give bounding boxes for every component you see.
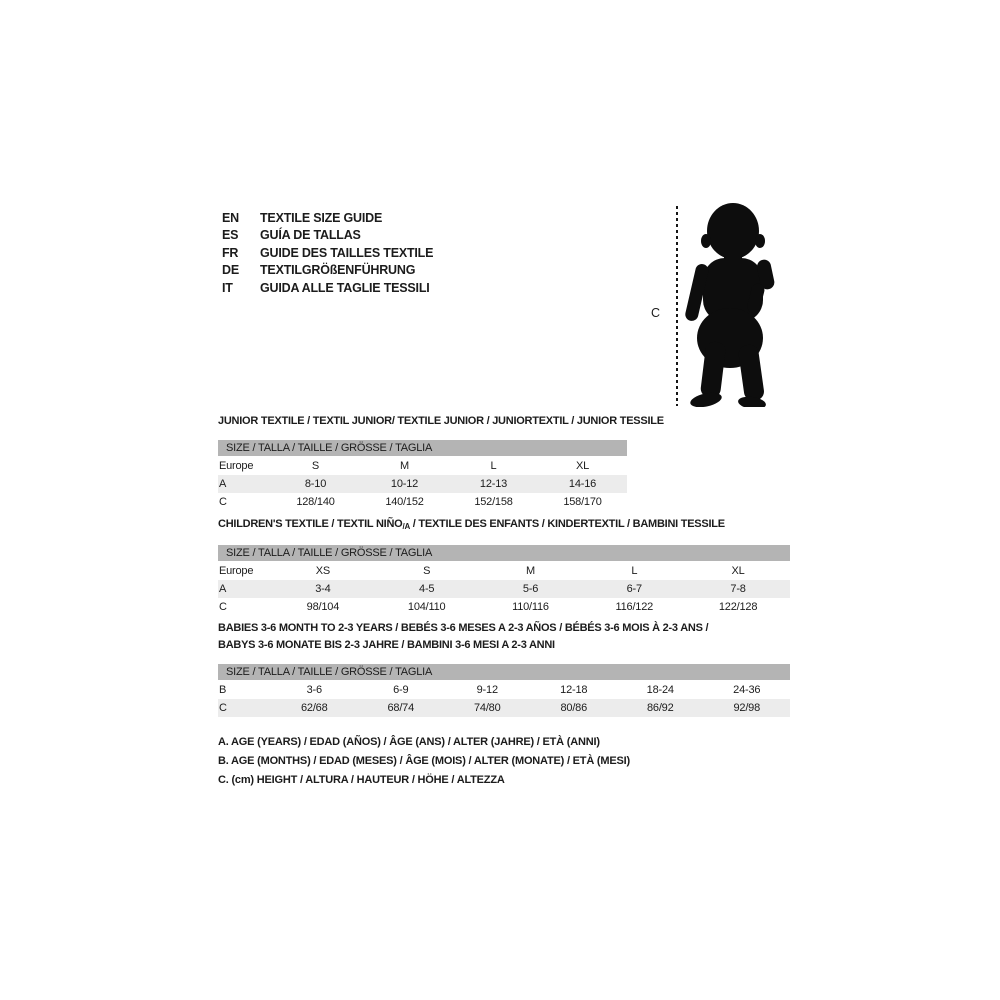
table-cell: 158/170 [563, 496, 602, 508]
table-cell: 14-16 [568, 478, 597, 490]
table-cell: 3-6 [306, 684, 323, 696]
section-title-block: JUNIOR TEXTILE / TEXTIL JUNIOR/ TEXTILE … [218, 415, 664, 428]
table-cell: L [631, 565, 638, 577]
language-code: DE [222, 263, 239, 278]
table-cell: 24-36 [733, 684, 761, 696]
row-label: C [219, 702, 227, 714]
table-cell: 7-8 [730, 583, 746, 595]
table-cell: 4-5 [419, 583, 435, 595]
language-code: EN [222, 211, 239, 225]
legend-line: A. AGE (YEARS) / EDAD (AÑOS) / ÂGE (ANS)… [218, 736, 600, 748]
table-cell: 10-12 [390, 478, 419, 490]
section-title: CHILDREN'S TEXTILE / TEXTIL NIÑO/A / TEX… [218, 518, 790, 533]
table-row: Europe S M L XL [218, 457, 627, 475]
table-cell: 3-4 [315, 583, 331, 595]
table-cell: 5-6 [522, 583, 539, 595]
table-cell: 152/158 [474, 496, 513, 508]
language-list: EN TEXTILE SIZE GUIDE ES GUÍA DE TALLAS FR GU… [222, 210, 433, 297]
table-cell: 116/122 [615, 601, 654, 613]
table-cell: 122/128 [718, 601, 758, 613]
section-title-block: CHILDREN'S TEXTILE / TEXTIL NIÑO/A / TEX… [218, 518, 790, 533]
table-row: C 128/140 140/152 152/158 158/170 [218, 493, 627, 511]
row-label: C [219, 496, 227, 508]
language-row: EN TEXTILE SIZE GUIDE [222, 210, 433, 227]
section-title-text: / TEXTILE DES ENFANTS / KINDERTEXTIL / B… [409, 518, 725, 530]
language-label: GUÍA DE TALLAS [260, 228, 361, 243]
table-cell: S [423, 565, 431, 577]
size-header-bar: SIZE / TALLA / TAILLE / GRÖSSE / TAGLIA [218, 545, 790, 561]
section-title-block: BABIES 3-6 MONTH TO 2-3 YEARS / BEBÉS 3-… [218, 622, 790, 652]
row-label: C [219, 601, 227, 613]
measure-legend: A. AGE (YEARS) / EDAD (AÑOS) / ÂGE (ANS)… [218, 733, 630, 789]
row-label: Europe [219, 460, 254, 472]
size-table: Europe S M L XL A 8-10 10-12 12-13 14-16 C 128/140 1… [218, 457, 627, 511]
section-junior-textile: JUNIOR TEXTILE / TEXTIL JUNIOR/ TEXTILE … [218, 415, 664, 511]
table-cell: XL [731, 565, 745, 577]
table-row: Europe XS S M L XL [218, 562, 790, 580]
table-cell: S [311, 460, 320, 472]
section-title-subscript: /A [402, 522, 410, 531]
table-row: A 8-10 10-12 12-13 14-16 [218, 475, 627, 493]
toddler-silhouette-icon [685, 203, 775, 407]
size-table: B 3-6 6-9 9-12 12-18 18-24 24-36 C 62/68 68/74 74/… [218, 681, 790, 717]
section-title-text: CHILDREN'S TEXTILE / TEXTIL NIÑO [218, 518, 403, 530]
row-label: A [219, 583, 227, 595]
section-title: JUNIOR TEXTILE / TEXTIL JUNIOR/ TEXTILE … [218, 415, 664, 427]
table-cell: M [526, 565, 535, 577]
section-title: BABYS 3-6 MONATE BIS 2-3 JAHRE / BAMBINI… [218, 639, 555, 651]
table-cell: 6-9 [393, 684, 409, 696]
table-cell: 104/110 [407, 601, 446, 613]
language-code: FR [222, 245, 239, 260]
section-babies-textile: BABIES 3-6 MONTH TO 2-3 YEARS / BEBÉS 3-… [218, 622, 790, 717]
legend-line: C. (cm) HEIGHT / ALTURA / HAUTEUR / HÖHE… [218, 773, 505, 786]
language-row: IT GUIDA ALLE TAGLIE TESSILI [222, 280, 433, 297]
table-cell: 62/68 [300, 702, 328, 714]
table-row: C 62/68 68/74 74/80 80/86 86/92 92/98 [218, 699, 790, 717]
table-cell: 86/92 [646, 702, 674, 714]
language-label: GUIDA ALLE TAGLIE TESSILI [260, 280, 430, 295]
language-label: TEXTILE SIZE GUIDE [260, 211, 383, 225]
language-row: FR GUIDE DES TAILLES TEXTILE [222, 245, 433, 262]
table-cell: XS [315, 565, 331, 577]
language-code: ES [222, 228, 239, 243]
section-title: BABIES 3-6 MONTH TO 2-3 YEARS / BEBÉS 3-… [218, 622, 709, 634]
size-table: Europe XS S M L XL A 3-4 4-5 5-6 6-7 7-8 C 98/104 104/… [218, 562, 790, 616]
table-cell: XL [575, 460, 590, 472]
language-row: DE TEXTILGRÖßENFÜHRUNG [222, 262, 433, 279]
table-cell: 12-18 [560, 684, 588, 696]
table-cell: 18-24 [646, 684, 674, 696]
language-row: ES GUÍA DE TALLAS [222, 227, 433, 244]
row-label: B [219, 684, 227, 696]
table-cell: 6-7 [626, 583, 643, 595]
table-cell: M [400, 460, 409, 472]
size-header-bar: SIZE / TALLA / TAILLE / GRÖSSE / TAGLIA [218, 440, 627, 456]
table-cell: 110/116 [512, 601, 549, 613]
height-measure-dashed-line [676, 206, 678, 406]
section-children-textile: CHILDREN'S TEXTILE / TEXTIL NIÑO/A / TEX… [218, 518, 790, 616]
table-cell: 68/74 [387, 702, 415, 714]
table-cell: 128/140 [296, 496, 335, 508]
language-code: IT [222, 280, 233, 295]
table-row: B 3-6 6-9 9-12 12-18 18-24 24-36 [218, 681, 790, 699]
table-cell: 74/80 [473, 702, 501, 714]
row-label: A [219, 478, 227, 490]
row-label: Europe [219, 565, 254, 577]
table-row: C 98/104 104/110 110/116 116/122 122/128 [218, 598, 790, 616]
size-header-bar: SIZE / TALLA / TAILLE / GRÖSSE / TAGLIA [218, 664, 790, 680]
legend-line: B. AGE (MONTHS) / EDAD (MESES) / ÂGE (MO… [218, 754, 630, 767]
table-cell: L [490, 460, 497, 472]
table-cell: 98/104 [306, 601, 340, 613]
table-row: A 3-4 4-5 5-6 6-7 7-8 [218, 580, 790, 598]
language-label: TEXTILGRÖßENFÜHRUNG [260, 263, 416, 278]
table-cell: 92/98 [733, 702, 761, 714]
table-cell: 80/86 [560, 702, 588, 714]
table-cell: 140/152 [385, 496, 424, 508]
table-cell: 9-12 [476, 684, 498, 696]
language-label: GUIDE DES TAILLES TEXTILE [260, 245, 434, 260]
height-measure-label: C [651, 306, 661, 320]
table-cell: 12-13 [479, 478, 508, 490]
table-cell: 8-10 [304, 478, 327, 490]
